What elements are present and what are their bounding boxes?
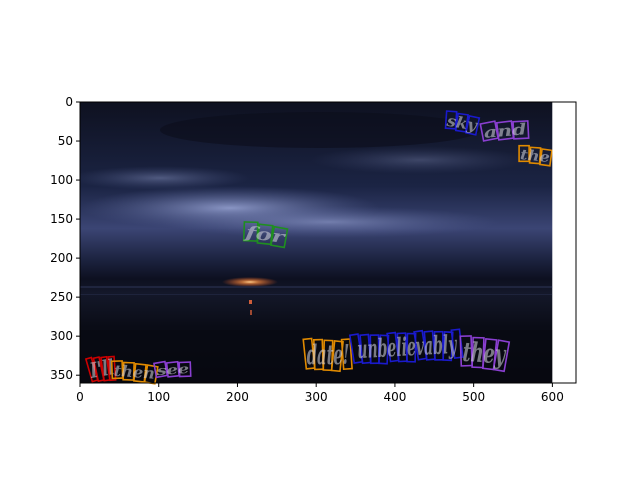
scene-text: the: [519, 147, 550, 166]
char-box: [471, 336, 485, 369]
scene-text: date!: [307, 340, 350, 371]
char-box: [107, 355, 117, 382]
scene-text: unbelievably: [356, 329, 458, 364]
char-box: [528, 146, 542, 165]
char-box: [348, 333, 364, 364]
y-tick-label: 250: [50, 290, 73, 304]
char-box: [495, 120, 515, 141]
text-box-unbelievably: unbelievably: [348, 328, 464, 365]
scene-text: then: [113, 361, 155, 383]
x-tick-label: 500: [462, 390, 485, 404]
y-tick-label: 200: [50, 251, 73, 265]
char-box: [396, 332, 408, 363]
text-box-for: for: [242, 221, 289, 249]
char-box: [512, 120, 530, 140]
axes-frame: [79, 101, 577, 384]
char-box: [122, 361, 135, 381]
y-tick-label: 300: [50, 329, 73, 343]
text-box-the: the: [518, 144, 553, 167]
char-box: [369, 334, 380, 365]
scene-text: they: [462, 337, 508, 371]
char-box: [133, 362, 147, 383]
x-tick-label: 100: [147, 390, 170, 404]
char-box: [433, 330, 444, 361]
char-box: [178, 361, 192, 378]
char-box: [165, 360, 180, 378]
y-tick-label: 150: [50, 212, 73, 226]
scene-text: see: [156, 361, 190, 378]
char-box: [464, 114, 481, 136]
char-box: [539, 148, 553, 167]
x-axis-ticks: 0 100 200 300 400 500 600: [76, 383, 564, 404]
char-box: [242, 221, 259, 242]
char-box: [302, 337, 316, 370]
scene-text: and: [483, 119, 527, 142]
char-box: [423, 330, 436, 361]
char-box: [84, 356, 99, 383]
char-box: [454, 112, 469, 133]
y-tick-label: 50: [58, 134, 73, 148]
y-tick-label: 350: [50, 368, 73, 382]
char-box: [270, 225, 289, 249]
y-axis-ticks: 0 50 100 150 200 250 300 350: [50, 95, 80, 382]
text-box-see: see: [153, 360, 192, 379]
char-box: [322, 339, 334, 372]
char-box: [413, 329, 428, 361]
x-tick-label: 300: [305, 390, 328, 404]
plot-empty-area: [552, 102, 576, 383]
char-box: [406, 332, 417, 363]
char-box: [459, 335, 473, 367]
char-box: [312, 338, 325, 371]
char-box: [386, 331, 400, 363]
x-tick-label: 400: [383, 390, 406, 404]
char-box: [100, 355, 111, 382]
char-box: [492, 339, 511, 373]
char-box: [444, 110, 458, 130]
char-box: [340, 338, 353, 371]
x-tick-label: 0: [76, 390, 84, 404]
y-tick-label: 0: [65, 95, 73, 109]
char-box: [479, 120, 500, 142]
char-box: [442, 331, 454, 362]
plot-axes: [79, 101, 577, 384]
text-box-sky: sky: [444, 110, 481, 136]
char-box: [256, 223, 274, 246]
char-box: [359, 333, 372, 365]
x-tick-label: 200: [226, 390, 249, 404]
text-box-then: then: [110, 360, 159, 385]
text-box-date: date!: [302, 337, 353, 373]
char-box: [378, 334, 390, 365]
y-tick-label: 100: [50, 173, 73, 187]
char-box: [481, 337, 498, 371]
char-box: [92, 356, 105, 383]
char-box: [518, 144, 530, 163]
text-box-and: and: [479, 119, 530, 142]
char-box: [110, 360, 124, 380]
char-box: [153, 360, 169, 379]
char-box: [330, 340, 344, 373]
x-tick-label: 600: [541, 390, 564, 404]
text-box-they: they: [459, 335, 511, 373]
